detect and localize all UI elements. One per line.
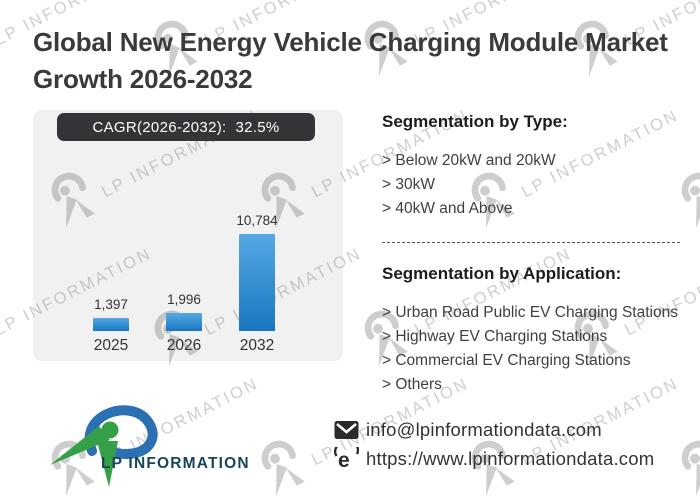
bar-category-label: 2026: [166, 337, 202, 354]
bar-value-label: 1,996: [167, 292, 201, 307]
cagr-badge: CAGR(2026-2032): 32.5%: [57, 113, 315, 141]
bar-category-label: 2025: [93, 337, 129, 354]
segmentation-type-list: > Below 20kW and 20kW > 30kW > 40kW and Ab…: [382, 149, 682, 220]
lp-figure-watermark-icon: [261, 440, 305, 497]
seg-item: > 30kW: [382, 175, 435, 193]
bar-value-label: 1,397: [94, 297, 128, 312]
seg-item: > Below 20kW and 20kW: [382, 152, 556, 169]
seg-item: > Commercial EV Charging Stations: [382, 351, 631, 369]
page-title: Global New Energy Vehicle Charging Modul…: [33, 27, 668, 94]
bar-2032: [239, 234, 275, 331]
watermark-tile: LP INFORMATION: [681, 400, 700, 500]
lp-figure-watermark-icon: [681, 440, 700, 497]
bar-2025: [93, 318, 129, 331]
watermark-tile: LP INFORMATION: [681, 132, 700, 232]
email-icon: [334, 421, 359, 439]
svg-text:e: e: [338, 449, 350, 471]
seg-item: > 40kW and Above: [382, 199, 513, 217]
seg-item: > Urban Road Public EV Charging Stations: [382, 304, 678, 322]
segmentation-type-heading: Segmentation by Type:: [382, 112, 568, 131]
dashed-divider: [382, 242, 680, 244]
segmentation-application-list: > Urban Road Public EV Charging Stations…: [382, 301, 682, 396]
seg-item: > Others: [382, 375, 442, 393]
browser-globe-icon: e: [334, 447, 359, 471]
lp-figure-logo-icon: [50, 405, 158, 487]
bar-category-label: 2032: [239, 337, 275, 354]
seg-item: > Highway EV Charging Stations: [382, 328, 608, 346]
email-link[interactable]: info@lpinformationdata.com: [366, 419, 602, 440]
website-link[interactable]: https://www.lpinformationdata.com: [366, 448, 655, 469]
website-row: e https://www.lpinformationdata.com: [334, 447, 654, 471]
bar-2026: [166, 313, 202, 331]
lp-information-logo: LP INFORMATION: [40, 399, 249, 487]
cagr-badge-label: CAGR(2026-2032):: [92, 118, 227, 136]
contact-block: info@lpinformationdata.com e https://www…: [334, 418, 654, 476]
email-row: info@lpinformationdata.com: [334, 418, 654, 442]
market-growth-chart: CAGR(2026-2032): 32.5% 1,397 2025 1,996 202…: [33, 110, 343, 361]
segmentation-application-heading: Segmentation by Application:: [382, 264, 622, 284]
logo-brand-text: LP INFORMATION: [101, 455, 250, 472]
bar-value-label: 10,784: [236, 213, 278, 228]
cagr-badge-value: 32.5%: [235, 118, 280, 136]
segmentation-panel: Segmentation by Type: > Below 20kW and 2…: [382, 112, 682, 397]
